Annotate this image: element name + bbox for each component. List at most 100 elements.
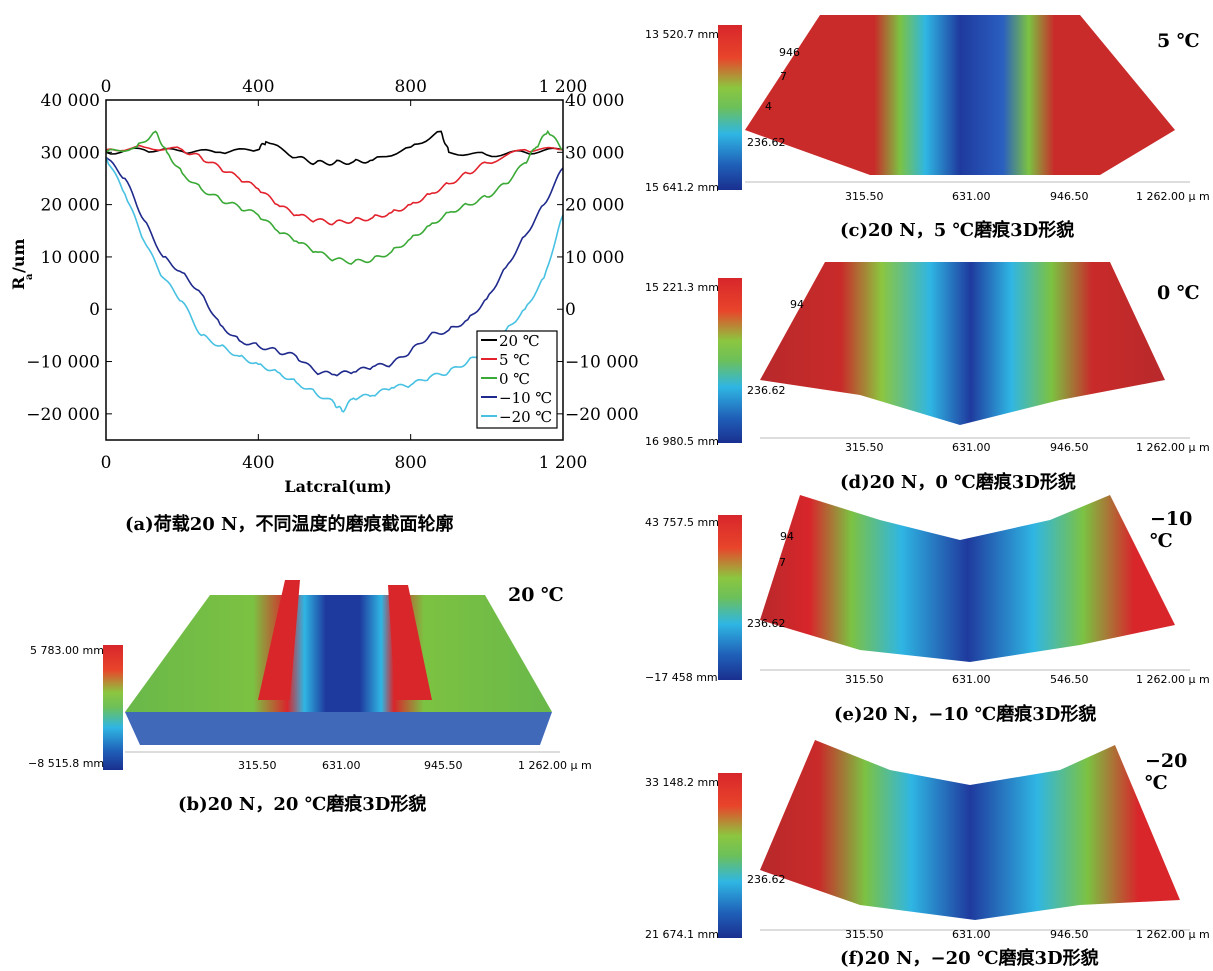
y-tick-right: 10 000 bbox=[565, 248, 624, 268]
axis-b-2: 631.00 bbox=[322, 759, 361, 772]
caption-a: (a)荷载20 N，不同温度的磨痕截面轮廓 bbox=[125, 514, 454, 535]
legend-box bbox=[476, 330, 558, 429]
surface-f bbox=[718, 740, 1190, 938]
svg-text:a: a bbox=[24, 273, 35, 280]
surface-d bbox=[718, 262, 1190, 443]
legend-label: 0 ℃ bbox=[499, 370, 530, 388]
caption-f: (f)20 N，−20 ℃磨痕3D形貌 bbox=[840, 948, 1099, 969]
axis-d-3: 946.50 bbox=[1050, 441, 1089, 454]
axis-e-4: 1 262.00 μ m bbox=[1136, 673, 1210, 686]
colorbar-mid-d: 236.62 bbox=[747, 384, 786, 397]
x-axis-label: Latcral(um) bbox=[284, 477, 391, 496]
legend-label: 20 ℃ bbox=[499, 332, 540, 350]
colorbar-b bbox=[103, 645, 123, 770]
temp-label-e: −10 ℃ bbox=[1150, 508, 1193, 552]
y-tick-right: 40 000 bbox=[565, 91, 624, 111]
caption-b: (b)20 N，20 ℃磨痕3D形貌 bbox=[178, 794, 427, 815]
caption-c: (c)20 N，5 ℃磨痕3D形貌 bbox=[840, 220, 1075, 241]
side-c-1: 946 bbox=[779, 46, 800, 59]
x-tick-top: 1 200 bbox=[539, 77, 588, 97]
axis-d-4: 1 262.00 μ m bbox=[1136, 441, 1210, 454]
side-e-1: 94 bbox=[780, 530, 794, 543]
series-line bbox=[105, 156, 564, 377]
axis-c-4: 1 262.00 μ m bbox=[1136, 190, 1210, 203]
colorbar-f bbox=[718, 773, 742, 938]
colorbar-min-e: −17 458 mm bbox=[645, 671, 718, 684]
svg-text:R: R bbox=[9, 276, 28, 290]
x-tick-bottom: 400 bbox=[242, 453, 274, 473]
surface-b bbox=[103, 580, 560, 770]
plot-frame bbox=[105, 99, 564, 441]
y-tick-right: −20 000 bbox=[565, 405, 639, 425]
temp-label-c: 5 ℃ bbox=[1157, 30, 1200, 52]
y-tick-left: 10 000 bbox=[41, 248, 100, 268]
colorbar-mid-c: 236.62 bbox=[747, 136, 786, 149]
surface-e bbox=[718, 495, 1190, 680]
y-tick-left: −10 000 bbox=[26, 353, 100, 373]
colorbar-mid-f: 236.62 bbox=[747, 873, 786, 886]
colorbar-max-c: 13 520.7 mm bbox=[645, 28, 719, 41]
colorbar-max-e: 43 757.5 mm bbox=[645, 516, 719, 529]
colorbar-e bbox=[718, 515, 742, 680]
axis-f-1: 315.50 bbox=[845, 928, 884, 941]
temp-label-b: 20 ℃ bbox=[508, 584, 564, 606]
legend-label: −20 ℃ bbox=[499, 408, 552, 426]
side-c-2: 7 bbox=[780, 70, 787, 83]
colorbar-max-d: 15 221.3 mm bbox=[645, 281, 719, 294]
axis-f-4: 1 262.00 μ m bbox=[1136, 928, 1210, 941]
y-tick-left: 0 bbox=[89, 300, 100, 320]
axis-d-1: 315.50 bbox=[845, 441, 884, 454]
y-tick-left: 20 000 bbox=[41, 196, 100, 216]
series-line bbox=[105, 130, 564, 166]
axis-f-2: 631.00 bbox=[952, 928, 991, 941]
y-tick-left: 40 000 bbox=[41, 91, 100, 111]
surface-c bbox=[718, 15, 1190, 190]
x-tick-bottom: 0 bbox=[101, 453, 112, 473]
axis-b-3: 945.50 bbox=[424, 759, 463, 772]
y-tick-right: −10 000 bbox=[565, 353, 639, 373]
side-d-1: 94 bbox=[790, 298, 804, 311]
colorbar-min-d: 16 980.5 mm bbox=[645, 435, 719, 448]
axis-b-4: 1 262.00 μ m bbox=[518, 759, 592, 772]
caption-d: (d)20 N，0 ℃磨痕3D形貌 bbox=[840, 472, 1076, 493]
colorbar-min-b: −8 515.8 mm bbox=[28, 757, 105, 770]
axis-c-2: 631.00 bbox=[952, 190, 991, 203]
side-c-3: 4 bbox=[765, 100, 772, 113]
axis-d-2: 631.00 bbox=[952, 441, 991, 454]
x-tick-top: 0 bbox=[101, 77, 112, 97]
y-tick-left: 30 000 bbox=[41, 143, 100, 163]
axis-f-3: 946.50 bbox=[1050, 928, 1089, 941]
colorbar-min-c: 15 641.2 mm bbox=[645, 181, 719, 194]
svg-text:/um: /um bbox=[9, 239, 28, 273]
colorbar-mid-e: 236.62 bbox=[747, 617, 786, 630]
colorbar-d bbox=[718, 278, 742, 443]
side-e-2: 7 bbox=[779, 556, 786, 569]
legend-label: −10 ℃ bbox=[499, 389, 552, 407]
x-tick-bottom: 1 200 bbox=[539, 453, 588, 473]
colorbar-min-f: 21 674.1 mm bbox=[645, 928, 719, 941]
legend-label: 5 ℃ bbox=[499, 351, 530, 369]
series-line bbox=[105, 144, 564, 226]
colorbar-c bbox=[718, 25, 742, 190]
axis-e-3: 546.50 bbox=[1050, 673, 1089, 686]
axis-c-1: 315.50 bbox=[845, 190, 884, 203]
y-tick-right: 20 000 bbox=[565, 196, 624, 216]
axis-c-3: 946.50 bbox=[1050, 190, 1089, 203]
colorbar-max-f: 33 148.2 mm bbox=[645, 776, 719, 789]
chart-legend: 20 ℃5 ℃0 ℃−10 ℃−20 ℃ bbox=[476, 330, 558, 429]
axis-e-1: 315.50 bbox=[845, 673, 884, 686]
temp-label-f: −20 ℃ bbox=[1145, 750, 1188, 794]
caption-e: (e)20 N，−10 ℃磨痕3D形貌 bbox=[834, 704, 1097, 725]
axis-b-1: 315.50 bbox=[238, 759, 277, 772]
x-tick-top: 400 bbox=[242, 77, 274, 97]
y-axis-label: R a /um bbox=[9, 239, 35, 290]
y-tick-right: 0 bbox=[565, 300, 576, 320]
y-tick-left: −20 000 bbox=[26, 405, 100, 425]
y-tick-right: 30 000 bbox=[565, 143, 624, 163]
axis-e-2: 631.00 bbox=[952, 673, 991, 686]
colorbar-max-b: 5 783.00 mm bbox=[30, 644, 104, 657]
temp-label-d: 0 ℃ bbox=[1157, 282, 1200, 304]
x-tick-top: 800 bbox=[394, 77, 426, 97]
